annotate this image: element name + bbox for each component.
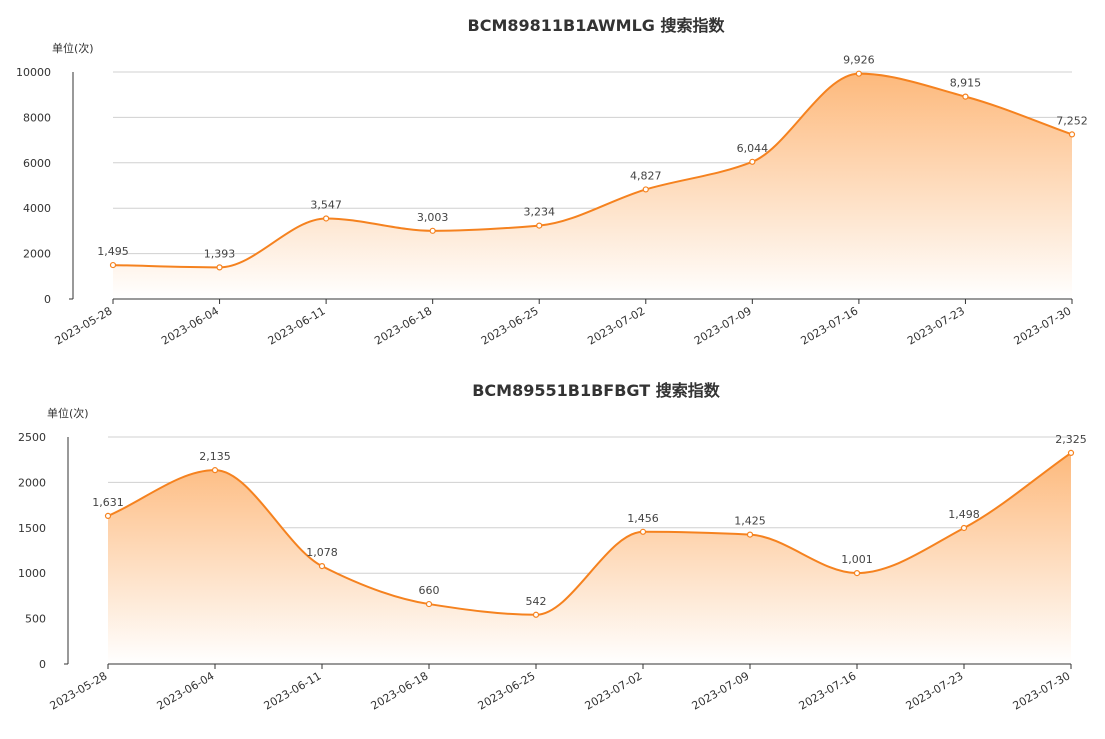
data-point: [425, 600, 433, 608]
y-tick-label: 500: [25, 613, 46, 626]
x-tick-label: 2023-06-18: [369, 669, 431, 712]
data-point: [853, 570, 861, 577]
x-tick-label: 2023-06-25: [479, 304, 541, 347]
data-point: [855, 70, 862, 77]
x-tick-label: 2023-07-16: [797, 669, 859, 712]
data-label: 2,135: [199, 450, 231, 463]
y-axis-unit-label: 单位(次): [52, 41, 94, 55]
x-tick-label: 2023-05-28: [53, 304, 115, 347]
data-label: 1,631: [92, 496, 124, 509]
data-point: [1067, 449, 1075, 456]
data-point: [104, 512, 112, 520]
y-tick-label: 0: [44, 293, 51, 306]
data-point: [323, 215, 330, 222]
series-area: [108, 452, 1071, 664]
series-line: [112, 72, 1073, 269]
x-tick-label: 2023-07-02: [585, 304, 647, 347]
x-tick-label: 2023-07-16: [799, 304, 861, 347]
y-tick-label: 8000: [23, 111, 51, 124]
y-tick-label: 0: [39, 658, 46, 671]
series-area: [113, 73, 1072, 299]
data-point: [109, 261, 117, 269]
y-tick-label: 4000: [23, 202, 51, 215]
data-label: 3,003: [417, 211, 449, 224]
data-point: [1068, 131, 1076, 138]
data-label: 1,456: [627, 512, 659, 525]
data-label: 660: [419, 584, 440, 597]
x-tick-label: 2023-06-25: [476, 669, 538, 712]
chart-title: BCM89811B1AWMLG 搜索指数: [468, 16, 726, 35]
data-label: 1,425: [734, 515, 766, 528]
x-tick-label: 2023-07-30: [1012, 304, 1074, 347]
data-label: 8,915: [950, 77, 982, 90]
data-point: [216, 264, 223, 271]
x-tick-label: 2023-05-28: [48, 669, 110, 712]
x-tick-label: 2023-06-11: [266, 304, 328, 347]
x-tick-label: 2023-07-23: [905, 304, 967, 347]
y-tick-label: 10000: [16, 66, 51, 79]
x-tick-label: 2023-06-04: [159, 304, 221, 347]
x-tick-label: 2023-06-11: [262, 669, 324, 712]
x-tick-label: 2023-07-09: [690, 669, 752, 712]
y-tick-label: 6000: [23, 157, 51, 170]
data-point: [429, 227, 436, 234]
y-tick-label: 1000: [18, 567, 46, 580]
data-point: [318, 563, 326, 570]
data-label: 1,498: [948, 508, 980, 521]
data-point: [536, 222, 543, 229]
data-point: [639, 528, 647, 535]
data-label: 3,547: [310, 198, 342, 211]
data-label: 1,495: [97, 245, 129, 258]
data-label: 2,325: [1055, 433, 1087, 446]
y-tick-label: 2000: [23, 248, 51, 261]
data-label: 542: [526, 595, 547, 608]
data-label: 9,926: [843, 54, 875, 67]
data-point: [960, 524, 968, 532]
data-label: 6,044: [737, 142, 769, 155]
x-tick-label: 2023-06-18: [372, 304, 434, 347]
data-label: 4,827: [630, 169, 662, 182]
data-label: 1,001: [841, 553, 873, 566]
x-tick-label: 2023-07-02: [583, 669, 645, 712]
data-point: [211, 467, 219, 474]
chart-title: BCM89551B1BFBGT 搜索指数: [472, 381, 721, 400]
x-tick-label: 2023-07-09: [692, 304, 754, 347]
data-label: 7,252: [1056, 114, 1088, 127]
y-tick-label: 1500: [18, 522, 46, 535]
data-point: [749, 158, 756, 165]
x-tick-label: 2023-07-30: [1011, 669, 1073, 712]
x-tick-label: 2023-06-04: [155, 669, 217, 712]
data-point: [746, 531, 754, 538]
y-axis-unit-label: 单位(次): [47, 406, 89, 420]
data-label: 1,078: [306, 546, 338, 559]
data-point: [532, 611, 540, 618]
x-tick-label: 2023-07-23: [904, 669, 966, 712]
data-label: 3,234: [523, 206, 555, 219]
series-line: [107, 452, 1072, 616]
data-point: [962, 93, 969, 100]
y-tick-label: 2000: [18, 476, 46, 489]
data-label: 1,393: [204, 247, 236, 260]
y-tick-label: 2500: [18, 431, 46, 444]
data-point: [642, 186, 649, 193]
